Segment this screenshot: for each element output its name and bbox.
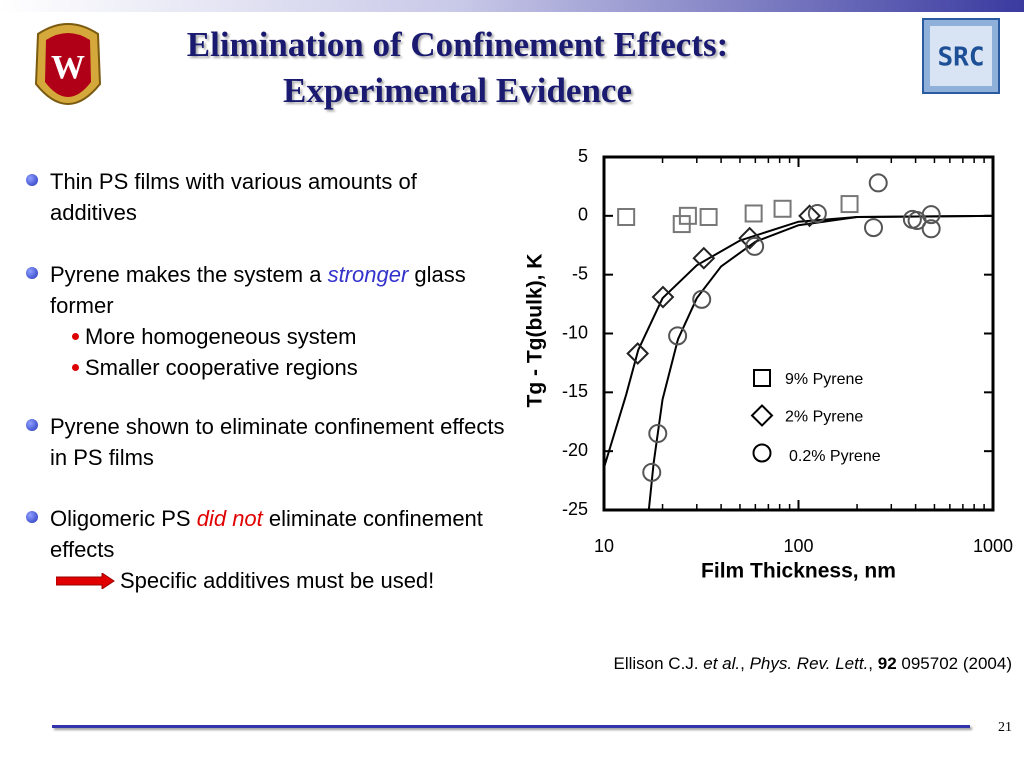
bullet-dot bbox=[26, 511, 38, 523]
text-run: Pyrene makes the system a bbox=[50, 262, 328, 287]
marker-circle bbox=[752, 443, 772, 463]
text-run: Oligomeric PS bbox=[50, 506, 197, 531]
bullet-text: Pyrene shown to eliminate confinement ef… bbox=[50, 411, 505, 473]
marker-circle bbox=[921, 219, 941, 239]
bullet-text: Thin PS films with various amounts of ad… bbox=[50, 166, 505, 228]
bullet-dot bbox=[26, 267, 38, 279]
citation: Ellison C.J. et al., Phys. Rev. Lett., 9… bbox=[614, 654, 1013, 674]
sub-bullet-dot bbox=[72, 364, 79, 371]
university-logo: W bbox=[34, 23, 102, 105]
sub-bullet: More homogeneous system bbox=[50, 321, 505, 352]
y-tick-label: 0 bbox=[578, 205, 588, 225]
bullet-dot bbox=[26, 174, 38, 186]
page-number: 21 bbox=[998, 720, 1012, 735]
marker-diamond bbox=[738, 226, 762, 250]
marker-diamond bbox=[692, 246, 716, 270]
marker-circle bbox=[642, 462, 662, 482]
text-run: eliminate confinement effects bbox=[50, 506, 490, 562]
legend-label: 0.2% Pyrene bbox=[789, 448, 881, 465]
y-tick-label: -25 bbox=[562, 499, 588, 519]
top-bar bbox=[0, 0, 1024, 12]
bullet: Oligomeric PS did not eliminate confinem… bbox=[26, 503, 505, 596]
title-line: Experimental Evidence bbox=[283, 71, 632, 110]
y-axis-label: Tg - Tg(bulk), K bbox=[524, 254, 547, 408]
chart: -25 -20 -15 -10 -5 0 5 10 100 1000 Film Thickness,… bbox=[524, 146, 1013, 583]
marker-square bbox=[773, 199, 792, 218]
marker-square bbox=[753, 369, 771, 387]
fit-curve bbox=[604, 214, 993, 468]
sub-bullet: Smaller cooperative regions bbox=[50, 352, 505, 383]
y-tick-label: -15 bbox=[562, 381, 588, 401]
text-run: did not bbox=[196, 506, 263, 531]
text-run: Pyrene shown to eliminate confinement ef… bbox=[50, 414, 511, 470]
legend-label: 9% Pyrene bbox=[785, 371, 863, 388]
marker-diamond bbox=[798, 204, 821, 228]
text-run: et al. bbox=[703, 654, 741, 673]
x-axis-label: Film Thickness, nm bbox=[701, 560, 896, 583]
marker-diamond bbox=[651, 285, 675, 309]
text-run: 92 bbox=[877, 654, 897, 673]
text-run: stronger bbox=[327, 262, 409, 287]
title-line: Elimination of Confinement Effects: bbox=[186, 25, 729, 64]
arrow bbox=[56, 573, 115, 589]
marker-circle bbox=[668, 326, 688, 346]
legend-label: 2% Pyrene bbox=[785, 409, 863, 426]
y-tick-label: 5 bbox=[578, 146, 588, 166]
text-run: glass former bbox=[50, 262, 472, 318]
src-logo: SRC bbox=[922, 18, 1000, 94]
marker-square bbox=[840, 195, 859, 214]
note-text: Specific additives must be used! bbox=[120, 568, 435, 593]
marker-circle bbox=[648, 424, 668, 444]
marker-square bbox=[744, 204, 763, 223]
bullet-text: Pyrene makes the system a stronger glass… bbox=[50, 259, 505, 321]
text-run: , bbox=[868, 654, 878, 673]
y-tick-label: -5 bbox=[572, 263, 588, 283]
text-run: Phys. Rev. Lett. bbox=[749, 654, 869, 673]
bullet: Thin PS films with various amounts of ad… bbox=[26, 166, 505, 228]
y-tick-label: -10 bbox=[562, 322, 588, 342]
marker-circle bbox=[692, 289, 712, 309]
marker-circle bbox=[745, 236, 765, 256]
bullet: Pyrene shown to eliminate confinement ef… bbox=[26, 411, 505, 473]
slide-title: Elimination of Confinement Effects: Expe… bbox=[150, 22, 765, 114]
fit-curve bbox=[647, 214, 993, 510]
marker-circle bbox=[868, 173, 888, 193]
marker-circle bbox=[807, 203, 827, 223]
text-run: Thin PS films with various amounts of ad… bbox=[50, 169, 423, 225]
x-tick-label: 10 bbox=[594, 536, 614, 556]
fit-curves bbox=[604, 214, 993, 510]
bullet: Pyrene makes the system a stronger glass… bbox=[26, 259, 505, 383]
marker-circle bbox=[864, 218, 884, 238]
x-tick-label: 1000 bbox=[973, 536, 1013, 556]
marker-square bbox=[617, 208, 636, 227]
svg-text:SRC: SRC bbox=[938, 43, 985, 73]
sub-bullet-text: More homogeneous system bbox=[85, 324, 357, 349]
text-run: 095702 (2004) bbox=[896, 654, 1012, 673]
y-tick-label: -20 bbox=[562, 440, 588, 460]
bullet-dot bbox=[26, 419, 38, 431]
marker-circle bbox=[921, 205, 941, 225]
text-run: , bbox=[740, 654, 750, 673]
marker-square bbox=[699, 208, 718, 227]
footer-rule bbox=[52, 725, 970, 728]
sub-bullet-text: Smaller cooperative regions bbox=[85, 355, 358, 380]
text-run: Ellison C.J. bbox=[613, 654, 704, 673]
marker-square bbox=[672, 215, 691, 234]
sub-bullet-dot bbox=[72, 333, 79, 340]
note: Specific additives must be used! bbox=[50, 565, 505, 596]
marker-diamond bbox=[626, 342, 650, 365]
marker-diamond bbox=[750, 404, 774, 427]
bullet-text: Oligomeric PS did not eliminate confinem… bbox=[50, 503, 505, 565]
svg-text:W: W bbox=[51, 49, 85, 86]
x-tick-label: 100 bbox=[783, 536, 813, 556]
